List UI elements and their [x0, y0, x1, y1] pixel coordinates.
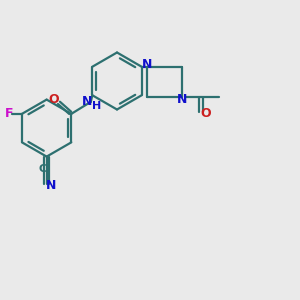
- Text: N: N: [142, 58, 152, 71]
- Text: C: C: [38, 164, 46, 174]
- Text: F: F: [4, 107, 13, 120]
- Text: O: O: [201, 107, 211, 120]
- Text: N: N: [176, 93, 187, 106]
- Text: N: N: [46, 179, 56, 192]
- Text: N: N: [82, 95, 92, 108]
- Text: H: H: [92, 101, 101, 111]
- Text: O: O: [48, 93, 58, 106]
